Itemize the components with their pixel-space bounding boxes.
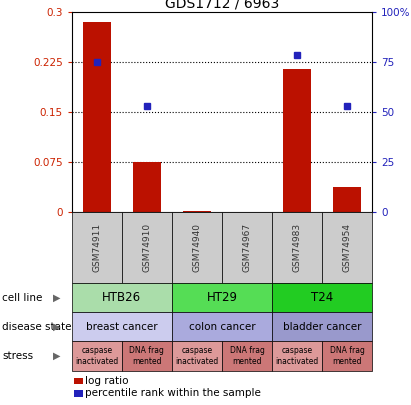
Text: HT29: HT29 <box>206 291 238 304</box>
Bar <box>333 187 361 212</box>
Text: caspase
inactivated: caspase inactivated <box>275 346 319 366</box>
Text: DNA frag
mented: DNA frag mented <box>330 346 365 366</box>
Text: caspase
inactivated: caspase inactivated <box>75 346 118 366</box>
Text: GSM74954: GSM74954 <box>342 223 351 272</box>
Text: GSM74940: GSM74940 <box>192 223 201 272</box>
Bar <box>133 162 161 212</box>
Text: breast cancer: breast cancer <box>86 322 158 332</box>
Text: bladder cancer: bladder cancer <box>283 322 361 332</box>
Text: colon cancer: colon cancer <box>189 322 255 332</box>
Bar <box>233 211 261 212</box>
Text: percentile rank within the sample: percentile rank within the sample <box>85 388 261 399</box>
Text: GSM74911: GSM74911 <box>92 223 102 272</box>
Text: cell line: cell line <box>2 293 42 303</box>
Text: ▶: ▶ <box>53 322 60 332</box>
Text: GSM74983: GSM74983 <box>293 223 301 272</box>
Text: DNA frag
mented: DNA frag mented <box>129 346 164 366</box>
Text: log ratio: log ratio <box>85 376 129 386</box>
Bar <box>283 69 311 212</box>
Bar <box>183 211 211 212</box>
Text: disease state: disease state <box>2 322 72 332</box>
Text: HTB26: HTB26 <box>102 291 141 304</box>
Text: GSM74910: GSM74910 <box>143 223 151 272</box>
Title: GDS1712 / 6963: GDS1712 / 6963 <box>165 0 279 11</box>
Text: GSM74967: GSM74967 <box>242 223 252 272</box>
Text: DNA frag
mented: DNA frag mented <box>229 346 264 366</box>
Text: T24: T24 <box>311 291 333 304</box>
Text: ▶: ▶ <box>53 351 60 361</box>
Bar <box>83 22 111 212</box>
Text: stress: stress <box>2 351 33 361</box>
Text: caspase
inactivated: caspase inactivated <box>175 346 219 366</box>
Text: ▶: ▶ <box>53 293 60 303</box>
